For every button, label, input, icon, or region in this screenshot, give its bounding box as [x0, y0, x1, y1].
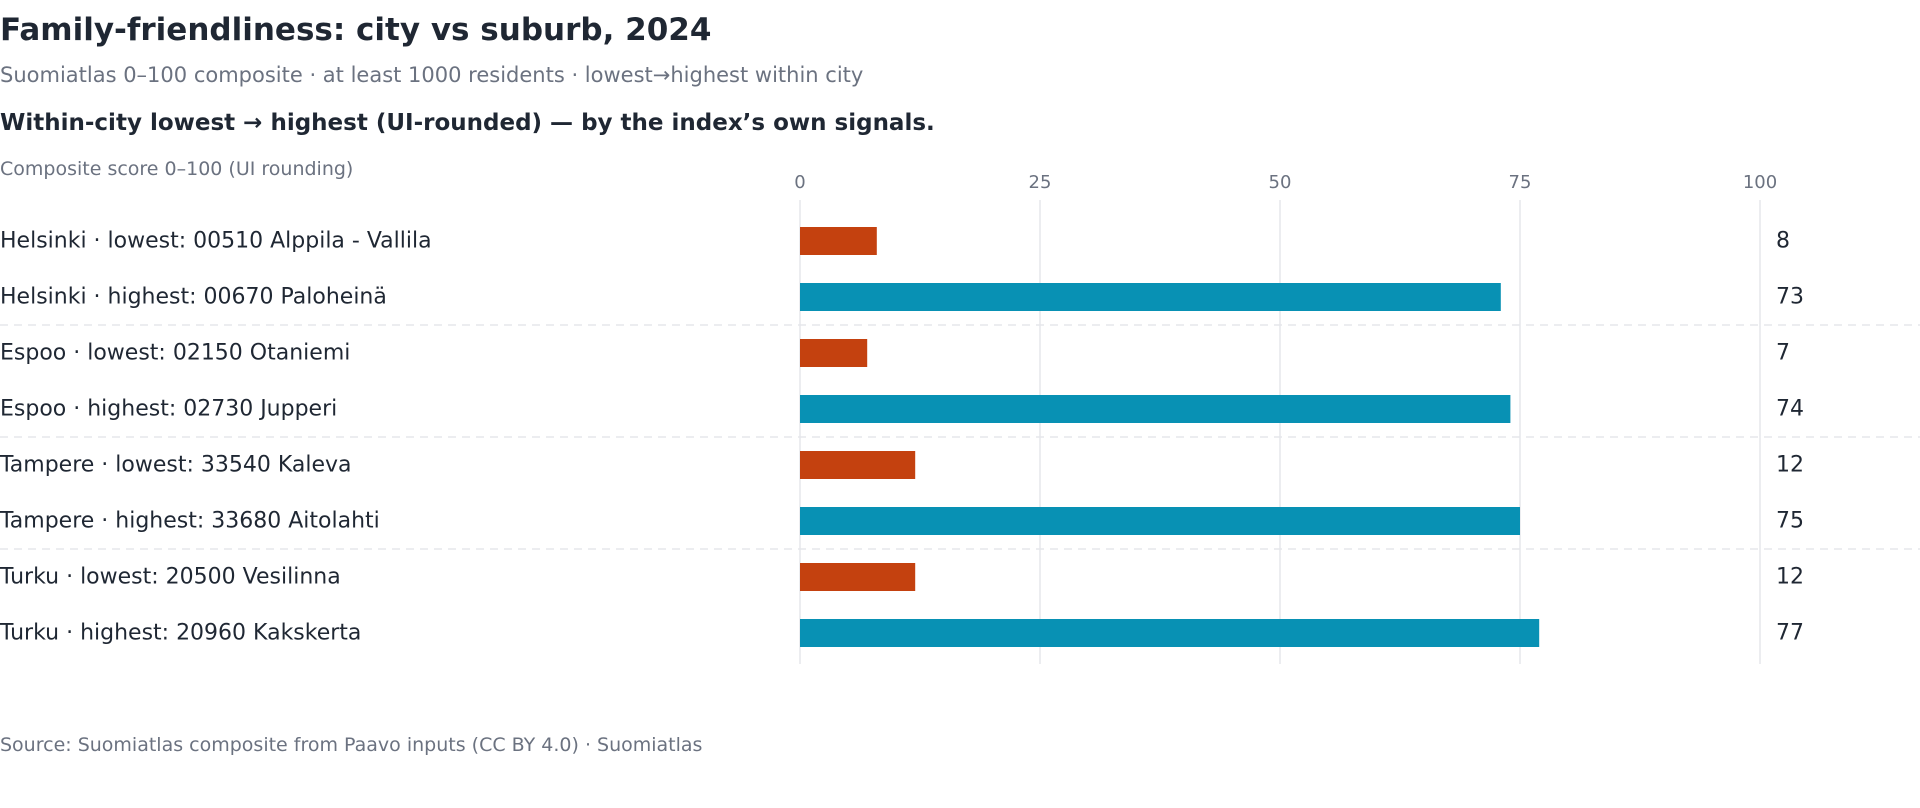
- source-note: Source: Suomiatlas composite from Paavo …: [0, 734, 703, 756]
- value-label: 74: [1776, 397, 1804, 422]
- category-labels: Helsinki · lowest: 00510 Alppila - Valli…: [0, 229, 432, 646]
- category-label: Tampere · highest: 33680 Aitolahti: [0, 509, 380, 534]
- value-label: 75: [1776, 509, 1804, 534]
- bar-highest: [800, 283, 1501, 311]
- bar-lowest: [800, 451, 916, 479]
- value-labels: 8 73 7 74 12 75 12 77: [1776, 229, 1804, 646]
- axis-label: Composite score 0–100 (UI rounding): [0, 158, 353, 180]
- bars: [800, 227, 1540, 647]
- category-label: Turku · lowest: 20500 Vesilinna: [0, 565, 341, 590]
- category-label: Helsinki · highest: 00670 Paloheinä: [0, 285, 387, 310]
- x-tick-label: 0: [794, 172, 805, 193]
- bar-lowest: [800, 563, 916, 591]
- chart-subtitle: Suomiatlas 0–100 composite · at least 10…: [0, 63, 864, 87]
- value-label: 7: [1776, 341, 1790, 366]
- value-label: 12: [1776, 565, 1804, 590]
- x-tick-label: 75: [1509, 172, 1532, 193]
- value-label: 73: [1776, 285, 1804, 310]
- bar-lowest: [800, 339, 868, 367]
- category-label: Espoo · lowest: 02150 Otaniemi: [0, 341, 350, 366]
- bar-chart: Composite score 0–100 (UI rounding) 0 25 5…: [0, 158, 1920, 664]
- category-label: Espoo · highest: 02730 Jupperi: [0, 397, 337, 422]
- gridlines: [799, 200, 1761, 664]
- group-separators: [0, 324, 1920, 550]
- category-label: Helsinki · lowest: 00510 Alppila - Valli…: [0, 229, 432, 254]
- x-tick-label: 25: [1029, 172, 1052, 193]
- bar-highest: [800, 619, 1540, 647]
- bar-highest: [800, 395, 1511, 423]
- bar-lowest: [800, 227, 877, 255]
- bar-highest: [800, 507, 1520, 535]
- value-label: 77: [1776, 621, 1804, 646]
- x-tick-label: 100: [1743, 172, 1777, 193]
- chart-lede: Within-city lowest → highest (UI-rounded…: [0, 110, 935, 136]
- chart-title: Family-friendliness: city vs suburb, 202…: [0, 12, 712, 48]
- category-label: Tampere · lowest: 33540 Kaleva: [0, 453, 352, 478]
- value-label: 12: [1776, 453, 1804, 478]
- x-axis-ticks: 0 25 50 75 100: [794, 172, 1777, 193]
- category-label: Turku · highest: 20960 Kakskerta: [0, 621, 361, 646]
- x-tick-label: 50: [1269, 172, 1292, 193]
- value-label: 8: [1776, 229, 1790, 254]
